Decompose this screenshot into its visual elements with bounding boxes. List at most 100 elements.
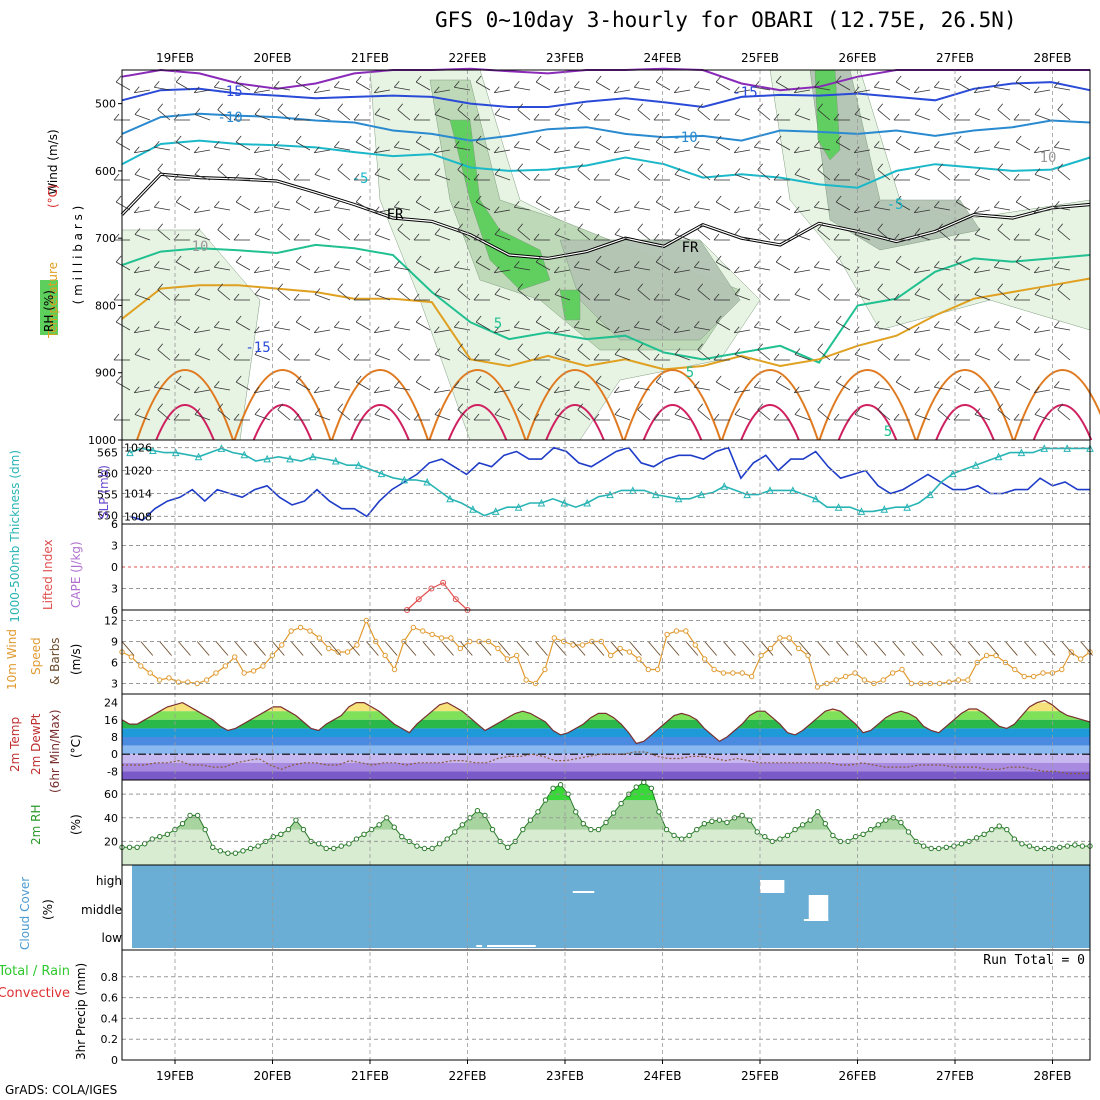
wind-barb xyxy=(754,266,771,271)
wind-barb xyxy=(775,261,791,271)
contour-label: 10 xyxy=(192,239,209,255)
wind-barb xyxy=(394,386,411,391)
wind-barb-flag xyxy=(153,380,160,388)
wind-barb-flag xyxy=(213,260,220,268)
rh-marker xyxy=(255,843,261,849)
wind-barb-flag xyxy=(873,320,880,328)
wind-barb xyxy=(235,261,251,271)
wind-barb xyxy=(1057,169,1071,181)
rh-marker xyxy=(905,829,912,835)
rh-marker xyxy=(436,841,443,847)
wind-barb-flag xyxy=(1057,163,1064,170)
wind10-marker xyxy=(551,635,558,641)
rh-marker xyxy=(663,826,670,833)
wind-barb xyxy=(457,229,471,241)
temp-band xyxy=(122,728,1090,737)
wind10-marker xyxy=(739,670,745,676)
wind10-marker xyxy=(786,635,792,641)
wind-barb-flag xyxy=(295,375,302,383)
wind-barb xyxy=(1015,141,1031,151)
wind-barb xyxy=(115,321,131,331)
rh-marker xyxy=(981,831,987,838)
wind-barb-flag xyxy=(115,195,122,203)
contour-label: FR xyxy=(682,240,699,256)
wind10-marker xyxy=(250,668,257,674)
wind-barb xyxy=(494,389,511,394)
rh-marker xyxy=(830,832,836,839)
wind-barb xyxy=(715,381,731,391)
wind-barb-flag xyxy=(817,403,824,410)
wind-barb-flag xyxy=(893,353,900,361)
temp-band xyxy=(122,754,1090,763)
rh-area-high xyxy=(122,782,1090,801)
wind-barb xyxy=(914,174,931,181)
wind-barb-flag xyxy=(853,86,860,94)
wind-barb-flag xyxy=(595,195,602,203)
wind-barb-flag xyxy=(193,206,200,214)
wind10-marker xyxy=(514,652,520,659)
wind-barb-flag xyxy=(453,200,460,208)
rh-marker xyxy=(217,848,224,854)
wind-barb-flag xyxy=(853,386,860,394)
wind-barb-flag xyxy=(877,163,884,170)
slp-axis-label: SLP (mb) xyxy=(97,465,111,519)
rh-marker xyxy=(210,844,216,850)
wind10-barb xyxy=(741,641,755,656)
thickness-marker xyxy=(1040,444,1049,452)
wind10-barb xyxy=(253,641,266,656)
wind-barb xyxy=(814,146,831,151)
wind-barb-flag xyxy=(397,343,404,350)
rh-marker xyxy=(187,812,193,819)
wind-barb xyxy=(874,266,891,271)
thickness-marker xyxy=(994,452,1003,461)
wind-barb xyxy=(614,114,631,121)
wind10-barb xyxy=(309,641,323,656)
wind-barb-flag xyxy=(773,353,780,361)
wind-barb xyxy=(355,81,371,91)
temp-tick-label: 0 xyxy=(111,748,118,761)
rh-marker xyxy=(315,841,322,847)
wind-barb-flag xyxy=(314,108,321,115)
wind-barb-flag xyxy=(1053,260,1060,268)
rh-marker xyxy=(293,817,299,823)
wind-barb xyxy=(637,109,651,121)
wind-barb xyxy=(554,414,571,421)
wind-barb xyxy=(397,109,411,121)
wind-barb-flag xyxy=(895,135,902,143)
wind-barb-flag xyxy=(293,413,300,421)
wind-barb-flag xyxy=(314,228,321,235)
wind-barb-flag xyxy=(235,315,242,323)
wind-barb-flag xyxy=(313,326,320,334)
wind-tick-label: 6 xyxy=(111,657,118,670)
wind-barb-flag xyxy=(397,223,404,230)
wind-barb-flag xyxy=(254,228,261,235)
rh-marker xyxy=(573,809,579,815)
wind10-marker xyxy=(354,642,360,648)
wind-barb-flag xyxy=(577,283,584,290)
wind-barb-flag xyxy=(293,353,300,361)
lifted-index-marker xyxy=(415,596,422,603)
rh-marker xyxy=(126,844,133,850)
wind-barb xyxy=(475,141,491,151)
wind-barb xyxy=(494,209,511,214)
wind-barb-flag xyxy=(713,113,720,121)
wind-barb xyxy=(517,409,531,421)
wind-barb xyxy=(974,234,991,241)
wind-barb xyxy=(434,114,451,121)
wind-barb-flag xyxy=(853,326,860,334)
wind-barb-flag xyxy=(895,255,902,263)
wind-barb xyxy=(634,86,651,91)
wind-barb-flag xyxy=(533,353,540,361)
wind-barb-flag xyxy=(355,255,362,263)
rh-marker xyxy=(671,832,677,839)
wind-barb xyxy=(817,229,831,241)
precip-tick-label: 0.2 xyxy=(101,1033,119,1046)
wind-tick-label: 9 xyxy=(111,636,118,649)
wind-barb xyxy=(337,229,351,241)
wind-barb-flag xyxy=(593,413,600,421)
wind-barb-flag xyxy=(794,408,801,415)
wind-barb-flag xyxy=(854,288,861,295)
wind-barb xyxy=(697,349,711,361)
wind-barb-flag xyxy=(373,266,380,274)
wind-barb xyxy=(674,294,691,301)
